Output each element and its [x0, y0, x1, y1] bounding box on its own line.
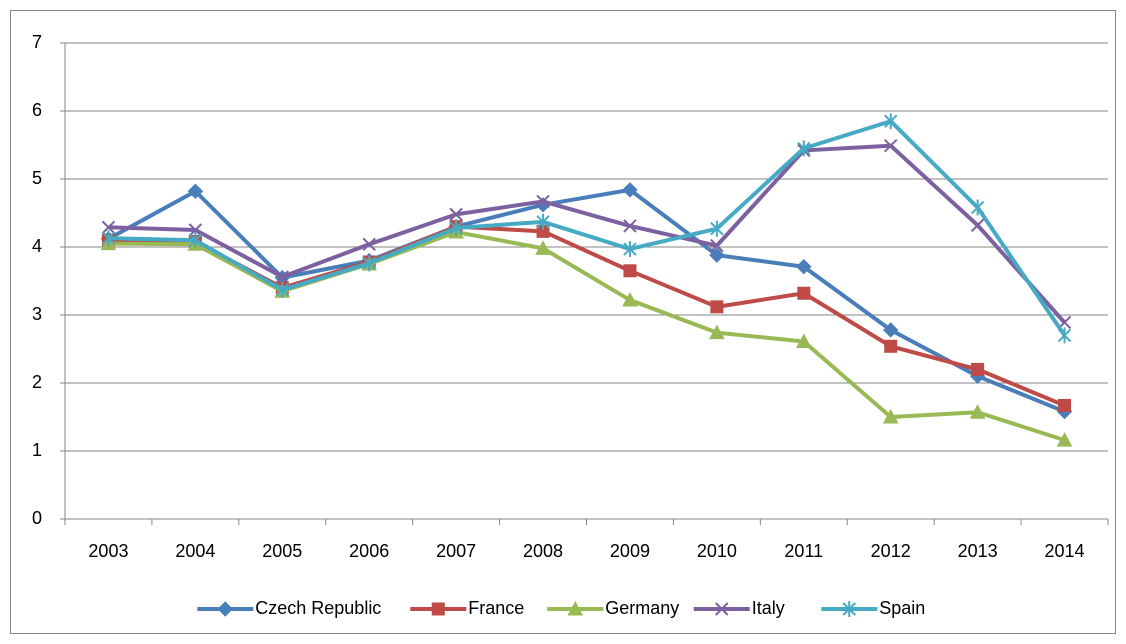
marker	[884, 138, 898, 153]
x-tick-label: 2008	[523, 541, 563, 561]
marker	[567, 600, 584, 616]
x-tick-label: 2012	[871, 541, 911, 561]
y-tick-label: 3	[32, 304, 42, 324]
marker	[623, 219, 637, 233]
series-line	[108, 143, 1067, 324]
y-tick-label: 0	[32, 508, 42, 528]
marker	[275, 281, 289, 298]
marker	[796, 259, 812, 275]
marker	[710, 220, 724, 237]
marker	[449, 219, 463, 236]
marker	[101, 230, 116, 247]
marker	[187, 183, 204, 199]
marker	[842, 601, 856, 617]
marker	[1058, 398, 1072, 412]
marker	[623, 241, 637, 258]
marker	[797, 140, 811, 157]
legend-label: France	[468, 598, 524, 618]
legend-label: Italy	[752, 598, 785, 618]
marker	[709, 324, 725, 340]
x-tick-label: 2013	[958, 541, 998, 561]
marker	[970, 199, 985, 216]
marker	[715, 602, 729, 616]
marker	[710, 300, 724, 314]
marker	[623, 264, 637, 278]
marker	[362, 255, 376, 272]
x-tick-label: 2005	[262, 541, 302, 561]
x-tick-label: 2003	[88, 541, 128, 561]
legend-label: Czech Republic	[255, 598, 381, 618]
marker	[1056, 432, 1073, 447]
x-tick-label: 2014	[1045, 541, 1085, 561]
marker	[971, 362, 985, 376]
marker	[536, 194, 550, 209]
legend-item: Germany	[547, 598, 679, 618]
marker	[797, 286, 811, 300]
legend-item: Italy	[693, 598, 785, 618]
legend-label: Spain	[879, 598, 925, 618]
marker	[188, 223, 203, 237]
marker	[1057, 327, 1072, 344]
series-line	[108, 119, 1067, 337]
marker	[884, 113, 898, 130]
marker	[101, 220, 116, 234]
marker	[795, 333, 812, 349]
y-tick-label: 7	[32, 32, 42, 52]
marker	[535, 240, 551, 255]
x-tick-label: 2011	[784, 541, 823, 561]
marker	[622, 182, 638, 198]
x-tick-label: 2004	[175, 541, 215, 561]
legend-item: Spain	[821, 598, 925, 618]
marker	[710, 238, 724, 253]
marker	[449, 207, 463, 222]
legend-item: Czech Republic	[197, 598, 381, 618]
marker	[969, 404, 986, 419]
marker	[709, 247, 725, 263]
legend-label: Germany	[605, 598, 679, 618]
legend-item: France	[410, 598, 524, 618]
marker	[884, 339, 898, 353]
marker	[275, 270, 289, 284]
y-tick-label: 1	[32, 440, 42, 460]
x-tick-label: 2010	[697, 541, 737, 561]
marker	[970, 218, 985, 232]
x-tick-label: 2006	[349, 541, 389, 561]
marker	[188, 232, 203, 249]
chart-border	[10, 10, 1116, 634]
x-tick-label: 2007	[436, 541, 476, 561]
series-line	[107, 187, 1066, 414]
y-tick-label: 4	[32, 236, 42, 256]
y-tick-label: 6	[32, 100, 42, 120]
y-tick-label: 5	[32, 168, 42, 188]
y-tick-label: 2	[32, 372, 42, 392]
marker	[431, 602, 445, 616]
marker	[536, 213, 550, 230]
marker	[883, 322, 899, 338]
marker	[882, 408, 899, 424]
marker	[622, 291, 638, 307]
marker	[362, 237, 376, 251]
x-tick-label: 2009	[610, 541, 650, 561]
marker	[217, 601, 233, 617]
